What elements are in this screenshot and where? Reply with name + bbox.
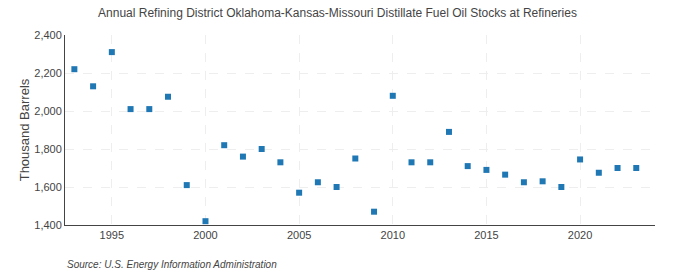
svg-text:2020: 2020 (568, 229, 592, 241)
svg-text:2,400: 2,400 (34, 29, 62, 41)
svg-text:2000: 2000 (193, 229, 217, 241)
svg-text:2015: 2015 (474, 229, 498, 241)
svg-text:1,800: 1,800 (34, 143, 62, 155)
svg-text:1,400: 1,400 (34, 219, 62, 231)
svg-text:2005: 2005 (287, 229, 311, 241)
svg-text:2,000: 2,000 (34, 105, 62, 117)
svg-text:Annual Refining District Oklah: Annual Refining District Oklahoma-Kansas… (98, 6, 577, 20)
svg-text:2,200: 2,200 (34, 67, 62, 79)
svg-text:1995: 1995 (100, 229, 124, 241)
svg-text:1,600: 1,600 (34, 181, 62, 193)
svg-text:Source: U.S. Energy Informatio: Source: U.S. Energy Information Administ… (67, 259, 277, 270)
svg-text:Thousand Barrels: Thousand Barrels (17, 78, 32, 181)
svg-text:2010: 2010 (381, 229, 405, 241)
